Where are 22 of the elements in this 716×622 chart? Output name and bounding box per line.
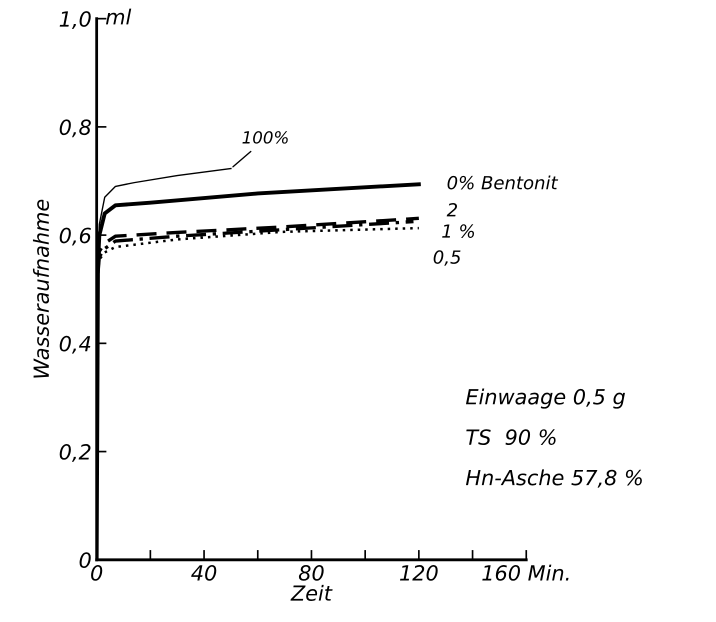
- series-label: 0,5: [434, 250, 460, 266]
- annotation: Einwaage 0,5 g: [466, 388, 625, 409]
- series-label: 0% Bentonit: [448, 176, 558, 190]
- annotation: ml: [106, 8, 132, 24]
- annotation: Hn-Asche 57,8 %: [466, 469, 642, 488]
- x-tick-label: 40: [191, 565, 216, 581]
- series-label: 1 %: [442, 224, 474, 238]
- y-tick-label: 1,0: [60, 11, 91, 29]
- y-tick-label: 0,8: [60, 119, 91, 138]
- annotation: TS 90 %: [466, 429, 556, 446]
- y-tick-label: 0,6: [60, 228, 91, 246]
- y-tick-label: 0,2: [60, 444, 91, 462]
- x-tick-label: 160 Min.: [482, 564, 568, 581]
- y-tick-label: 0: [80, 552, 91, 568]
- x-axis-title: Zeit: [290, 584, 333, 601]
- x-tick-label: 0: [91, 565, 102, 581]
- y-tick-label: 0,4: [60, 336, 90, 354]
- series-label: 100%: [242, 131, 288, 144]
- y-axis-title: Wasseraufnahme: [32, 200, 50, 378]
- series-label: 2: [446, 202, 458, 216]
- x-tick-label: 120: [400, 565, 438, 581]
- x-tick-label: 80: [298, 565, 324, 581]
